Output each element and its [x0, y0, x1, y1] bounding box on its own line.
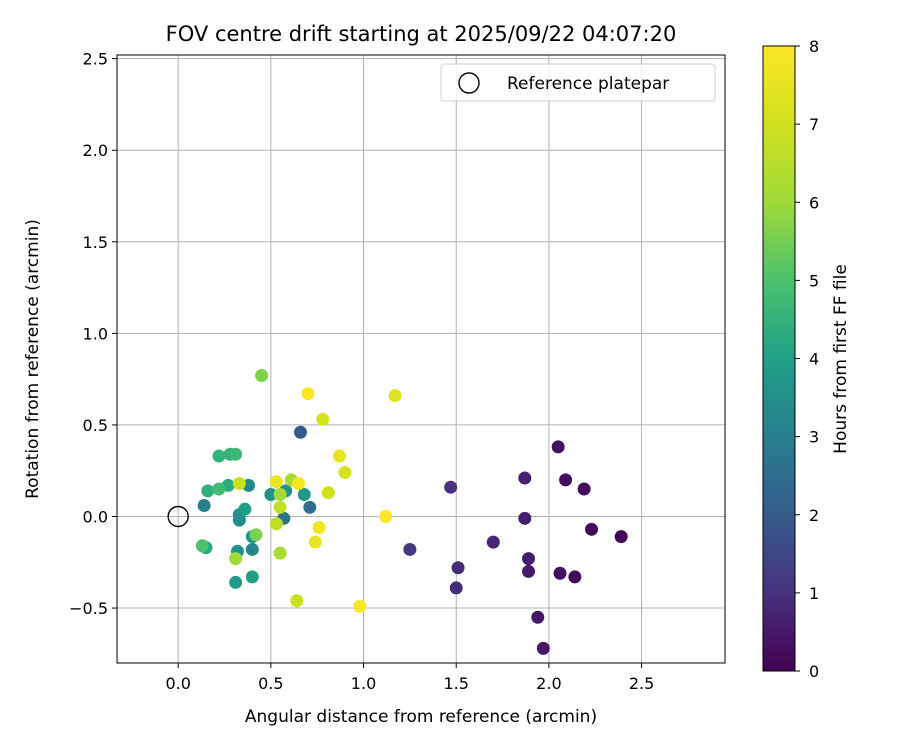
- colorbar-tick-label: 6: [809, 193, 819, 212]
- data-point: [212, 449, 226, 463]
- y-axis: −0.5 0.0 0.5 1.0 1.5 2.0 2.5: [69, 50, 117, 618]
- data-point: [522, 552, 536, 566]
- data-point: [551, 440, 565, 454]
- data-point: [269, 517, 283, 531]
- data-point: [229, 552, 243, 566]
- data-point: [238, 502, 252, 516]
- data-point: [522, 564, 536, 578]
- plot-frame: [116, 54, 726, 664]
- x-axis: 0.0 0.5 1.0 1.5 2.0 2.5: [165, 663, 654, 693]
- y-tick-label: 2.5: [83, 50, 108, 69]
- colorbar-tick-label: 4: [809, 350, 819, 369]
- data-point: [197, 499, 211, 513]
- data-point: [321, 486, 335, 500]
- x-tick-label: 2.5: [629, 674, 654, 693]
- data-point: [303, 500, 317, 514]
- data-point: [264, 488, 278, 502]
- y-tick-label: −0.5: [69, 599, 108, 618]
- y-tick-label: 1.0: [83, 324, 108, 343]
- data-point: [273, 500, 287, 514]
- reference-point-marker: [167, 505, 189, 528]
- y-tick-label: 0.5: [83, 416, 108, 435]
- data-point: [201, 484, 215, 498]
- colorbar-title: Hours from first FF file: [831, 264, 851, 454]
- data-point: [273, 488, 287, 502]
- legend-marker-icon: [458, 72, 480, 94]
- data-point: [292, 477, 306, 491]
- data-point: [212, 482, 226, 496]
- colorbar-tick-label: 3: [809, 428, 819, 447]
- colorbar-tick-label: 7: [809, 115, 819, 134]
- data-point: [290, 594, 304, 608]
- data-point: [444, 480, 458, 494]
- data-point: [388, 389, 402, 403]
- data-point: [229, 447, 243, 461]
- y-axis-title: Rotation from reference (arcmin): [23, 219, 43, 499]
- x-tick-label: 1.5: [443, 674, 468, 693]
- colorbar: 0 1 2 3 4 5 6 7 8 Hours from first FF file: [762, 37, 851, 681]
- data-point: [379, 509, 393, 523]
- data-point: [577, 482, 591, 496]
- x-tick-label: 1.0: [351, 674, 376, 693]
- x-axis-title: Angular distance from reference (arcmin): [245, 707, 597, 727]
- legend-label: Reference platepar: [507, 74, 669, 94]
- data-point: [195, 539, 209, 553]
- data-point: [255, 368, 269, 382]
- data-point: [269, 475, 283, 489]
- chart-title: FOV centre drift starting at 2025/09/22 …: [166, 22, 677, 46]
- x-tick-label: 0.0: [165, 674, 190, 693]
- data-point: [518, 471, 532, 485]
- data-point: [353, 599, 367, 613]
- data-point: [518, 511, 532, 525]
- data-point: [249, 528, 263, 542]
- data-point: [229, 575, 243, 589]
- data-point: [297, 488, 311, 502]
- grid: [117, 55, 725, 663]
- data-point: [245, 542, 259, 556]
- data-point: [531, 610, 545, 624]
- data-point: [403, 542, 417, 556]
- data-point: [245, 570, 259, 584]
- data-point: [301, 387, 315, 401]
- colorbar-tick-label: 1: [809, 584, 819, 603]
- data-point: [536, 641, 550, 655]
- data-point: [585, 522, 599, 536]
- colorbar-tick-label: 0: [809, 662, 819, 681]
- colorbar-tick-label: 8: [809, 37, 819, 56]
- data-point: [338, 466, 352, 480]
- data-point: [553, 566, 567, 580]
- data-point: [568, 570, 582, 584]
- data-point: [451, 561, 465, 575]
- y-tick-label: 0.0: [83, 507, 108, 526]
- y-tick-label: 2.0: [83, 141, 108, 160]
- data-point: [332, 449, 346, 463]
- data-point: [316, 412, 330, 426]
- colorbar-ticks: 0 1 2 3 4 5 6 7 8: [795, 37, 819, 681]
- colorbar-tick-label: 2: [809, 506, 819, 525]
- data-point: [273, 546, 287, 560]
- legend-box: [440, 63, 716, 102]
- reference-marker: [167, 505, 189, 528]
- data-point: [294, 425, 308, 439]
- data-point: [232, 477, 246, 491]
- colorbar-gradient: [762, 45, 796, 672]
- data-point: [308, 535, 322, 549]
- x-tick-label: 2.0: [536, 674, 561, 693]
- x-tick-label: 0.5: [258, 674, 283, 693]
- data-points: [195, 368, 628, 655]
- colorbar-tick-label: 5: [809, 271, 819, 290]
- data-point: [312, 520, 326, 534]
- data-point: [449, 581, 463, 595]
- data-point: [559, 473, 573, 487]
- legend: Reference platepar: [440, 63, 716, 102]
- data-point: [486, 535, 500, 549]
- data-point: [614, 530, 628, 544]
- y-tick-label: 1.5: [83, 233, 108, 252]
